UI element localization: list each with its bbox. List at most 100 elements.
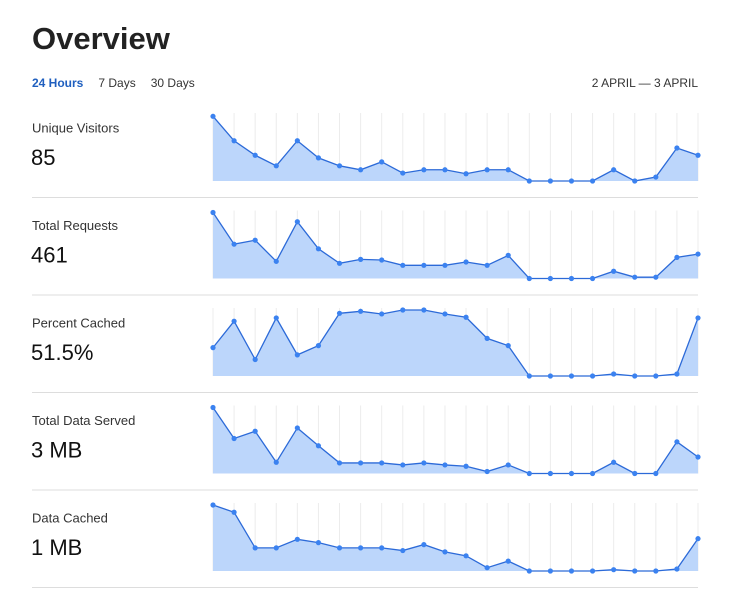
sparkline-point xyxy=(653,373,659,379)
sparkline-point xyxy=(421,262,427,268)
sparkline-point xyxy=(379,460,385,466)
sparkline-point xyxy=(231,509,237,515)
sparkline-point xyxy=(463,259,469,265)
sparkline-point xyxy=(336,310,343,316)
sparkline-point xyxy=(210,345,216,351)
sparkline-point xyxy=(294,138,300,144)
sparkline-point xyxy=(379,257,385,263)
metric-value: 85 xyxy=(31,145,55,170)
sparkline-point xyxy=(358,460,364,466)
sparkline-point xyxy=(632,373,638,379)
sparkline-point xyxy=(463,463,469,469)
sparkline-line xyxy=(212,407,699,475)
page-title: Overview xyxy=(32,21,171,56)
sparkline-point xyxy=(379,159,385,165)
sparkline-point xyxy=(547,568,553,574)
sparkline-line xyxy=(212,504,699,572)
sparkline-point xyxy=(611,268,617,274)
sparkline-point xyxy=(632,178,638,184)
sparkline-point xyxy=(273,545,279,551)
sparkline-point xyxy=(568,178,575,184)
sparkline-point xyxy=(294,425,300,431)
sparkline-point xyxy=(505,252,511,258)
metric-label: Total Requests xyxy=(32,218,118,233)
sparkline-point xyxy=(252,428,258,434)
sparkline-point xyxy=(463,314,469,320)
sparkline-point xyxy=(568,373,575,379)
sparkline-point xyxy=(358,545,364,551)
date-range: 2 APRIL — 3 APRIL xyxy=(592,76,699,90)
sparkline-point xyxy=(421,460,427,466)
sparkline-point xyxy=(442,262,448,268)
sparkline-point xyxy=(358,308,364,314)
sparkline-point xyxy=(653,568,659,574)
sparkline-point xyxy=(589,275,596,282)
sparkline-point xyxy=(653,274,659,280)
sparkline-point xyxy=(505,167,511,173)
metric-value: 461 xyxy=(31,242,68,267)
sparkline-point xyxy=(674,254,680,260)
sparkline-point xyxy=(653,174,659,180)
sparkline-point xyxy=(210,404,216,411)
sparkline-point xyxy=(379,311,385,317)
sparkline-point xyxy=(526,470,532,477)
sparkline-point xyxy=(231,435,237,442)
metric-value: 51.5% xyxy=(31,340,93,365)
time-range-tab[interactable]: 30 Days xyxy=(151,76,195,90)
sparkline-point xyxy=(442,167,448,173)
sparkline-point xyxy=(547,178,553,184)
sparkline-point xyxy=(632,274,638,280)
sparkline-point xyxy=(421,542,427,548)
sparkline-point xyxy=(589,373,596,379)
sparkline-point xyxy=(358,167,364,173)
sparkline-point xyxy=(484,167,490,173)
sparkline-point xyxy=(611,567,617,573)
sparkline-point xyxy=(568,470,575,477)
sparkline-area xyxy=(213,310,698,376)
sparkline-point xyxy=(695,251,701,257)
sparkline-point xyxy=(252,152,258,158)
sparkline-point xyxy=(400,262,406,268)
sparkline-point xyxy=(463,171,469,177)
sparkline-point xyxy=(505,343,511,349)
sparkline-point xyxy=(336,460,343,466)
sparkline-point xyxy=(231,318,237,324)
sparkline-point xyxy=(273,163,279,169)
sparkline-line xyxy=(212,115,699,182)
sparkline-point xyxy=(336,163,343,169)
sparkline-area xyxy=(213,116,698,181)
sparkline-point xyxy=(568,275,575,282)
sparkline-point xyxy=(294,219,300,225)
sparkline-line xyxy=(212,309,699,377)
sparkline-point xyxy=(547,470,553,477)
sparkline-point xyxy=(379,545,385,551)
sparkline-point xyxy=(315,155,322,161)
sparkline-point xyxy=(252,356,258,363)
sparkline-point xyxy=(294,352,300,358)
sparkline-point xyxy=(442,549,448,555)
sparkline-point xyxy=(653,470,659,477)
sparkline-point xyxy=(252,545,258,551)
sparkline-point xyxy=(358,256,364,262)
sparkline-point xyxy=(294,536,300,542)
sparkline-point xyxy=(695,536,701,542)
sparkline-point xyxy=(547,275,553,282)
sparkline-point xyxy=(632,470,638,477)
sparkline-point xyxy=(589,470,596,477)
sparkline-point xyxy=(484,262,490,268)
sparkline-point xyxy=(210,209,216,216)
sparkline-point xyxy=(505,462,511,468)
metric-label: Percent Cached xyxy=(32,315,125,330)
sparkline-point xyxy=(442,311,448,317)
sparkline-point xyxy=(695,152,701,158)
sparkline-point xyxy=(484,335,490,341)
sparkline-point xyxy=(484,565,490,571)
sparkline-line xyxy=(212,212,699,280)
sparkline-point xyxy=(589,568,596,574)
sparkline-point xyxy=(400,307,406,313)
time-range-tab[interactable]: 7 Days xyxy=(98,76,135,90)
sparkline-point xyxy=(674,566,680,572)
sparkline-point xyxy=(315,443,322,449)
time-range-tab[interactable]: 24 Hours xyxy=(32,76,84,90)
